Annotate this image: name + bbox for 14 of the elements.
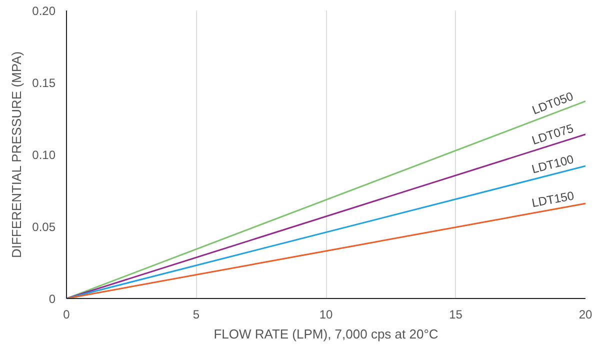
y-tick-label: 0.20	[32, 4, 56, 18]
x-axis-title: FLOW RATE (LPM), 7,000 cps at 20°C	[214, 326, 438, 342]
x-tick-label: 0	[63, 308, 70, 322]
y-tick-label: 0.15	[32, 76, 56, 90]
text: LDT100	[530, 152, 576, 176]
y-axis-title: DIFFERENTIAL PRESSURE (MPA)	[9, 51, 24, 258]
y-tick-label: 0	[48, 292, 56, 306]
x-tick-label: 15	[449, 308, 463, 322]
text: LDT150	[530, 188, 576, 210]
y-tick-label: 0.10	[32, 148, 56, 162]
x-tick-label: 20	[578, 308, 592, 322]
x-tick-label: 5	[192, 308, 200, 322]
y-tick-label: 0.05	[32, 220, 56, 234]
x-tick-label: 10	[319, 308, 333, 322]
